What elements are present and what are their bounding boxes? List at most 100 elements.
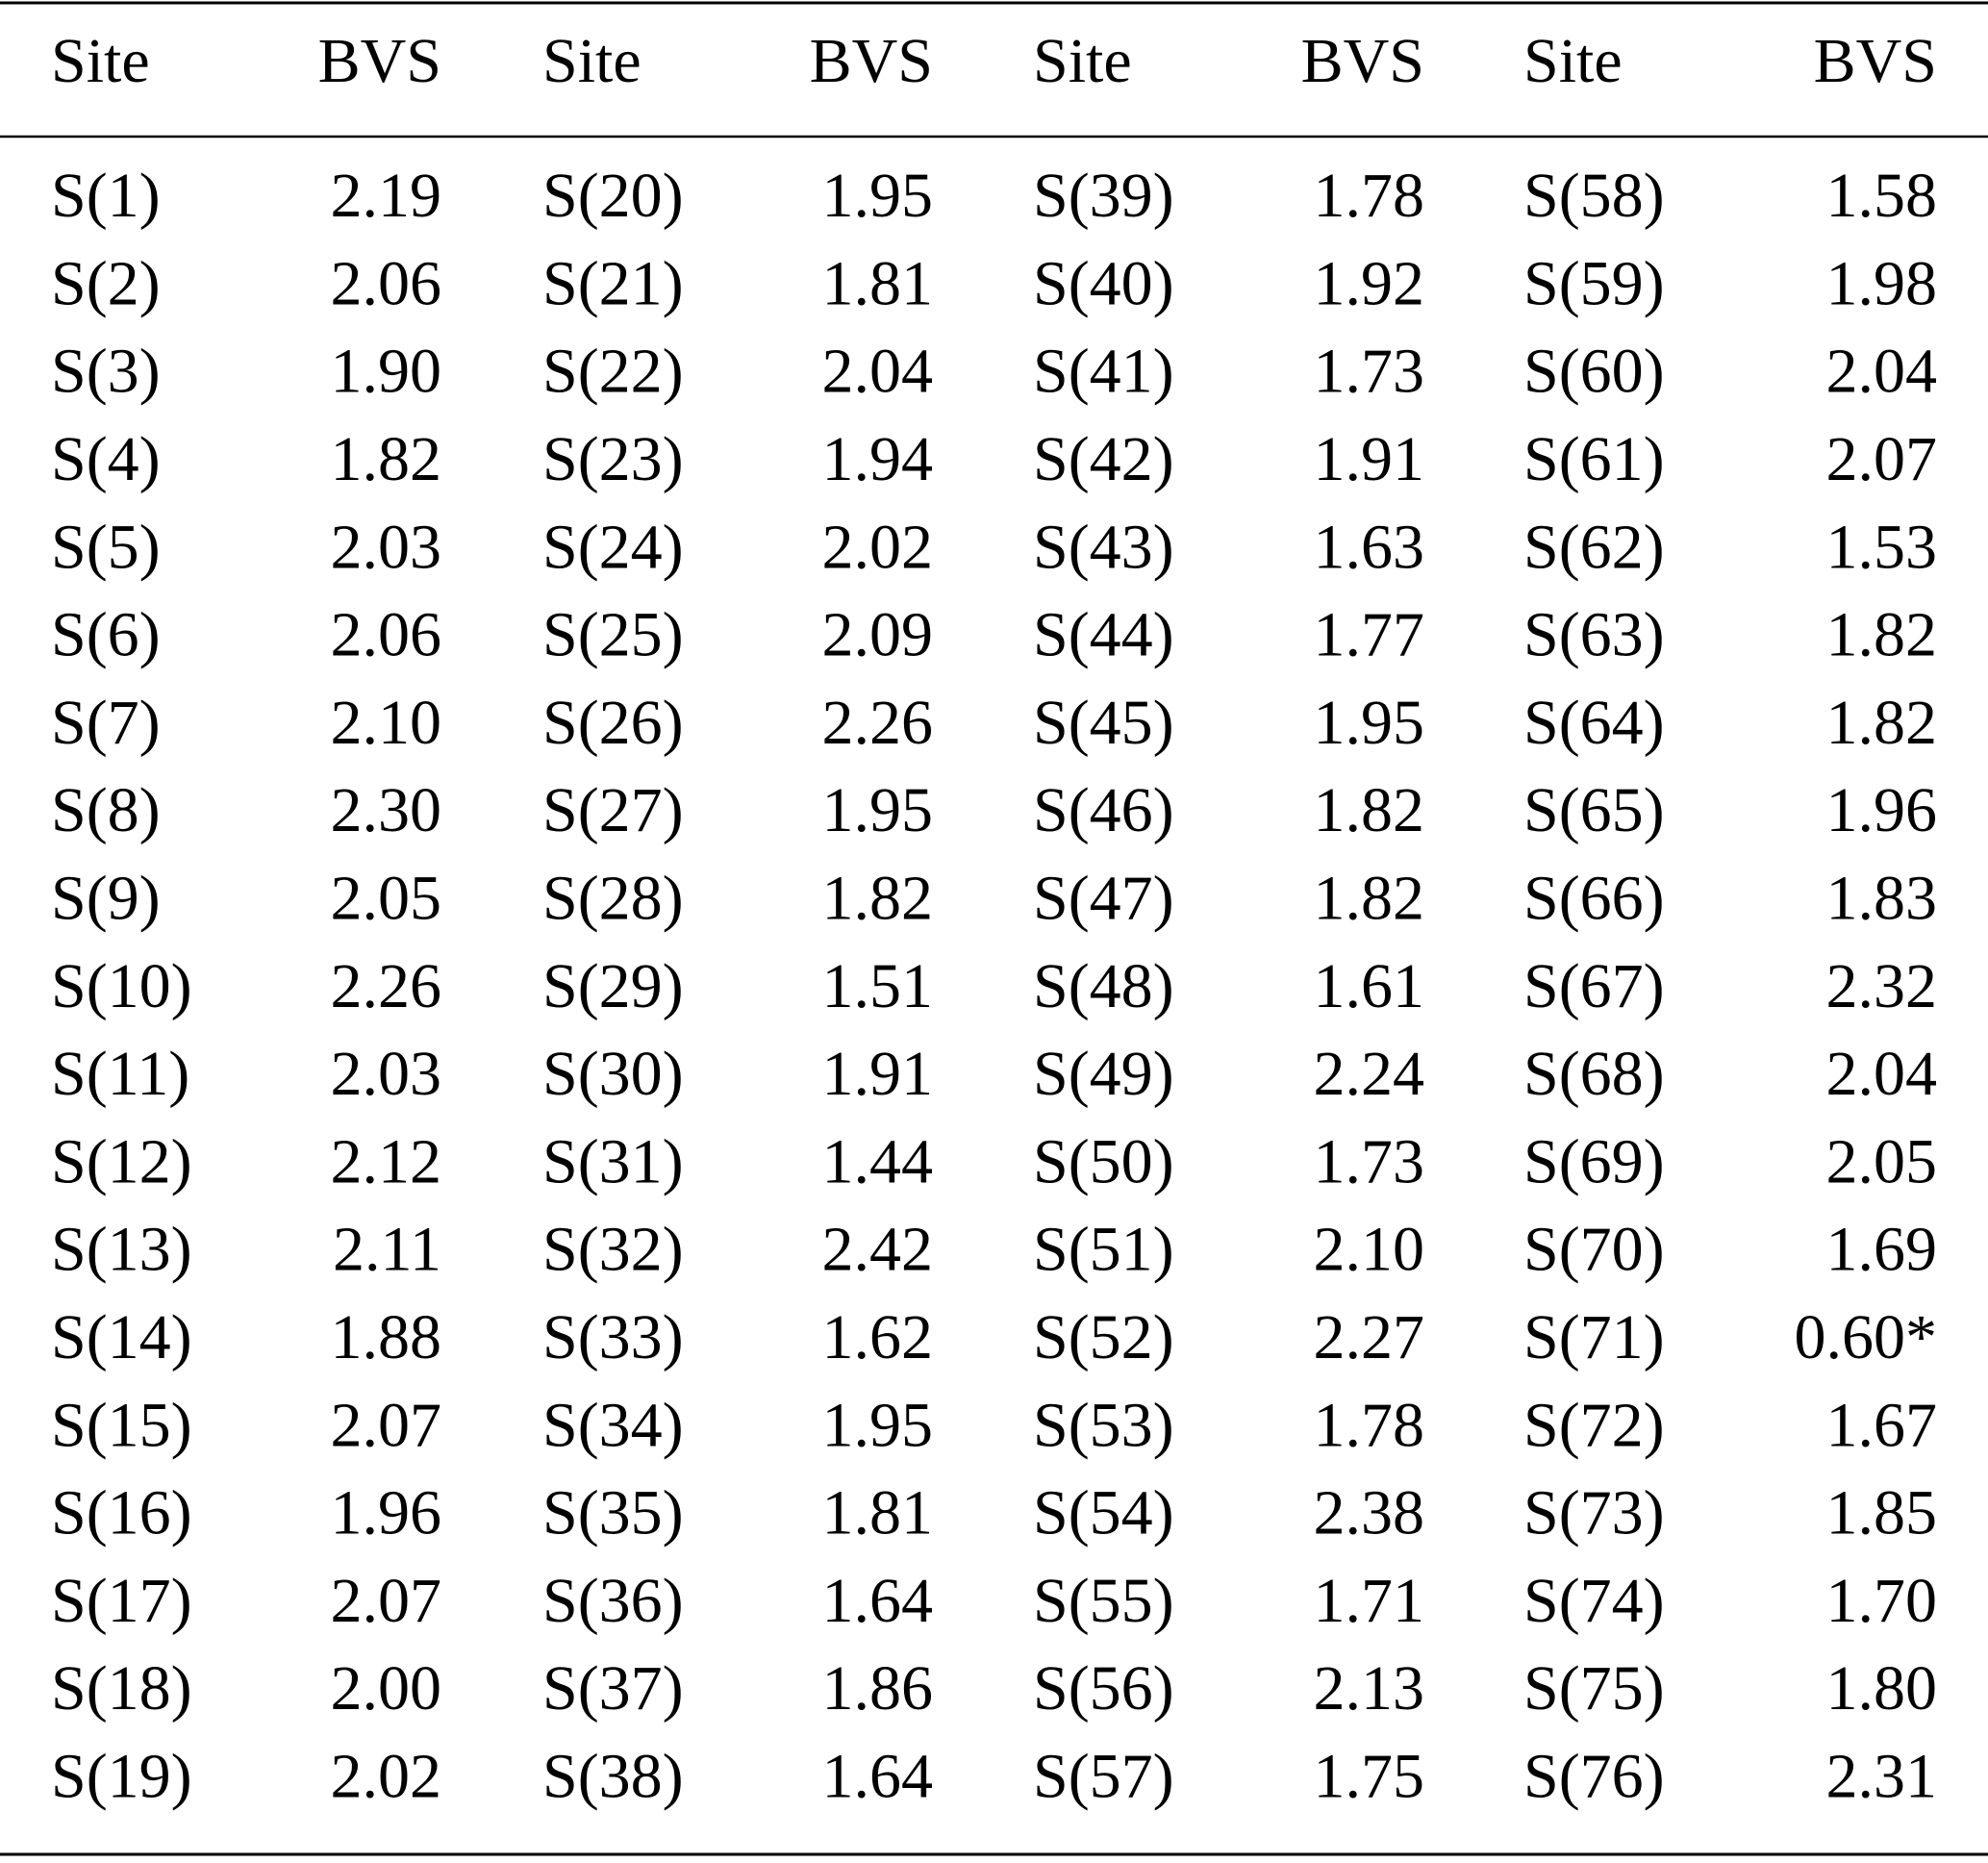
- bvs-cell: 1.91: [1314, 424, 1425, 494]
- site-cell: S(67): [1523, 951, 1665, 1021]
- bvs-cell: 1.86: [822, 1653, 934, 1724]
- bvs-cell: 1.92: [1314, 248, 1425, 318]
- site-cell: S(76): [1523, 1742, 1665, 1812]
- site-cell: S(73): [1523, 1478, 1665, 1548]
- site-cell: S(50): [1033, 1126, 1174, 1196]
- header-cell: Site: [1523, 26, 1623, 96]
- bvs-cell: 1.44: [822, 1126, 934, 1196]
- site-cell: S(56): [1033, 1653, 1174, 1724]
- site-cell: S(42): [1033, 424, 1174, 494]
- bvs-cell: 2.03: [331, 512, 442, 582]
- site-cell: S(53): [1033, 1390, 1174, 1460]
- site-cell: S(17): [51, 1566, 192, 1636]
- bvs-cell: 1.82: [1314, 864, 1425, 934]
- bvs-cell: 1.82: [822, 864, 934, 934]
- site-cell: S(28): [542, 864, 684, 934]
- bvs-cell: 1.98: [1826, 248, 1938, 318]
- bvs-cell: 2.12: [331, 1126, 442, 1196]
- site-cell: S(58): [1523, 161, 1665, 231]
- bvs-cell: 2.06: [331, 248, 442, 318]
- site-cell: S(69): [1523, 1126, 1665, 1196]
- site-cell: S(15): [51, 1390, 192, 1460]
- site-cell: S(4): [51, 424, 161, 494]
- bvs-cell: 1.78: [1314, 1390, 1425, 1460]
- bvs-cell: 1.62: [822, 1302, 934, 1372]
- site-cell: S(47): [1033, 864, 1174, 934]
- header-cell: BVS: [318, 26, 441, 96]
- site-cell: S(71): [1523, 1302, 1665, 1372]
- site-cell: S(5): [51, 512, 161, 582]
- bvs-cell: 2.04: [1826, 337, 1938, 407]
- site-cell: S(2): [51, 248, 161, 318]
- site-cell: S(3): [51, 337, 161, 407]
- site-cell: S(75): [1523, 1653, 1665, 1724]
- bvs-cell: 2.19: [331, 161, 442, 231]
- bvs-cell: 1.71: [1314, 1566, 1425, 1636]
- bvs-cell: 1.80: [1826, 1653, 1938, 1724]
- site-cell: S(61): [1523, 424, 1665, 494]
- site-cell: S(51): [1033, 1215, 1174, 1285]
- site-cell: S(9): [51, 864, 161, 934]
- site-cell: S(41): [1033, 337, 1174, 407]
- site-cell: S(57): [1033, 1742, 1174, 1812]
- site-cell: S(31): [542, 1126, 684, 1196]
- bvs-cell: 2.11: [333, 1215, 441, 1285]
- bvs-cell: 2.02: [331, 1742, 442, 1812]
- bvs-cell: 2.27: [1314, 1302, 1425, 1372]
- site-cell: S(1): [51, 161, 161, 231]
- bvs-cell: 1.77: [1314, 600, 1425, 670]
- site-cell: S(25): [542, 600, 684, 670]
- bvs-cell: 1.83: [1826, 864, 1938, 934]
- bvs-cell: 1.91: [822, 1039, 934, 1109]
- site-cell: S(26): [542, 688, 684, 758]
- bvs-cell: 1.82: [1826, 600, 1938, 670]
- site-cell: S(44): [1033, 600, 1174, 670]
- bvs-cell: 1.58: [1826, 161, 1938, 231]
- site-cell: S(24): [542, 512, 684, 582]
- header-cell: Site: [1033, 26, 1132, 96]
- site-cell: S(30): [542, 1039, 684, 1109]
- bvs-cell: 2.30: [331, 775, 442, 845]
- bvs-cell: 1.73: [1314, 337, 1425, 407]
- bvs-cell: 2.02: [822, 512, 934, 582]
- bvs-cell: 2.05: [331, 864, 442, 934]
- bvs-cell: 1.53: [1826, 512, 1938, 582]
- header-cell: BVS: [1814, 26, 1937, 96]
- header-cell: Site: [542, 26, 642, 96]
- bvs-cell: 2.38: [1314, 1478, 1425, 1548]
- site-cell: S(27): [542, 775, 684, 845]
- site-cell: S(6): [51, 600, 161, 670]
- bvs-cell: 1.94: [822, 424, 934, 494]
- site-cell: S(12): [51, 1126, 192, 1196]
- site-cell: S(35): [542, 1478, 684, 1548]
- site-cell: S(43): [1033, 512, 1174, 582]
- site-cell: S(54): [1033, 1478, 1174, 1548]
- header-cell: BVS: [1301, 26, 1424, 96]
- site-cell: S(55): [1033, 1566, 1174, 1636]
- site-cell: S(19): [51, 1742, 192, 1812]
- bvs-cell: 2.04: [822, 337, 934, 407]
- bvs-cell: 2.07: [1826, 424, 1938, 494]
- bvs-cell: 1.96: [331, 1478, 442, 1548]
- bvs-cell: 2.07: [331, 1566, 442, 1636]
- site-cell: S(46): [1033, 775, 1174, 845]
- site-cell: S(22): [542, 337, 684, 407]
- site-cell: S(16): [51, 1478, 192, 1548]
- site-cell: S(23): [542, 424, 684, 494]
- bvs-cell: 1.95: [1314, 688, 1425, 758]
- bvs-cell: 2.09: [822, 600, 934, 670]
- bvs-cell: 2.07: [331, 1390, 442, 1460]
- bvs-cell: 2.06: [331, 600, 442, 670]
- site-cell: S(40): [1033, 248, 1174, 318]
- bvs-cell: 1.67: [1826, 1390, 1938, 1460]
- bvs-cell: 2.00: [331, 1653, 442, 1724]
- site-cell: S(11): [51, 1039, 189, 1109]
- bvs-cell: 1.70: [1826, 1566, 1938, 1636]
- bvs-cell: 1.81: [822, 1478, 934, 1548]
- site-cell: S(64): [1523, 688, 1665, 758]
- bvs-cell: 2.32: [1826, 951, 1938, 1021]
- site-cell: S(34): [542, 1390, 684, 1460]
- header-cell: BVS: [810, 26, 933, 96]
